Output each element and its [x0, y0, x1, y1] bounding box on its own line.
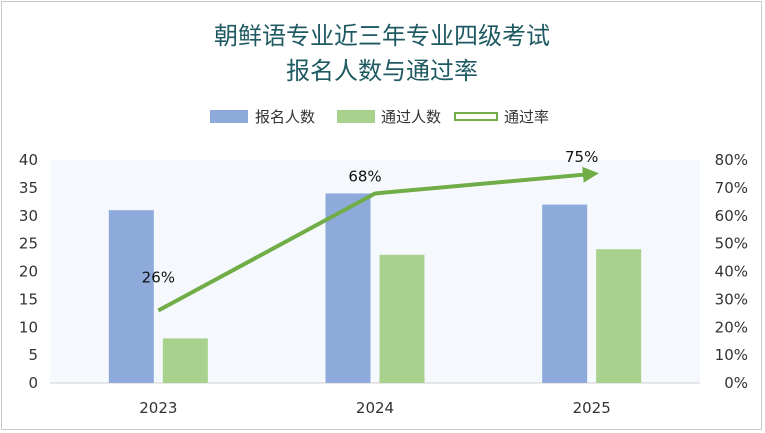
bars: [108, 193, 642, 383]
legend-label-rate: 通过率: [504, 108, 549, 126]
legend-swatch-rate: [454, 112, 498, 121]
bar-passed: [162, 338, 208, 383]
plot-area: [50, 160, 700, 383]
rate-data-label: 75%: [565, 148, 598, 166]
y-right-tick-label: 80%: [715, 151, 748, 169]
bar-passed: [596, 249, 642, 383]
bar-passed: [379, 254, 425, 383]
x-tick-label: 2023: [139, 399, 177, 417]
y-left-tick-label: 5: [28, 346, 38, 364]
y-right-tick-label: 10%: [715, 346, 748, 364]
y-left-tick-label: 15: [19, 290, 38, 308]
y-axis-left-ticks: 0 5 10 15 20 25 30 35 40: [19, 151, 38, 392]
chart-title-line1: 朝鲜语专业近三年专业四级考试: [214, 22, 550, 50]
rate-data-label: 68%: [348, 167, 381, 185]
rate-line-group: 26% 68% 75%: [142, 148, 599, 313]
chart-title-line2: 报名人数与通过率: [286, 57, 478, 85]
legend-label-signups: 报名人数: [255, 108, 315, 126]
bar-signups: [542, 204, 588, 383]
rate-data-label: 26%: [142, 269, 175, 287]
y-right-tick-label: 70%: [715, 179, 748, 197]
y-left-tick-label: 30: [19, 207, 38, 225]
y-right-tick-label: 50%: [715, 235, 748, 253]
y-right-tick-label: 20%: [715, 318, 748, 336]
legend: 报名人数 通过人数 通过率: [210, 108, 549, 126]
y-right-tick-label: 30%: [715, 290, 748, 308]
y-axis-right-ticks: 0% 10% 20% 30% 40% 50% 60% 70% 80%: [715, 151, 748, 392]
x-tick-label: 2025: [573, 399, 611, 417]
y-left-tick-label: 0: [28, 374, 38, 392]
legend-label-passed: 通过人数: [381, 108, 441, 126]
legend-swatch-passed: [337, 110, 375, 123]
legend-swatch-signups: [210, 110, 248, 123]
y-left-tick-label: 40: [19, 151, 38, 169]
y-left-tick-label: 10: [19, 318, 38, 336]
y-left-tick-label: 35: [19, 179, 38, 197]
y-left-tick-label: 25: [19, 235, 38, 253]
x-tick-label: 2024: [356, 399, 394, 417]
y-right-tick-label: 40%: [715, 263, 748, 281]
y-left-tick-label: 20: [19, 263, 38, 281]
bar-signups: [108, 210, 154, 383]
y-right-tick-label: 0%: [724, 374, 748, 392]
x-axis-ticks: 2023 2024 2025: [139, 399, 611, 417]
bar-signups: [325, 193, 371, 383]
y-right-tick-label: 60%: [715, 207, 748, 225]
rate-line: [157, 166, 599, 313]
